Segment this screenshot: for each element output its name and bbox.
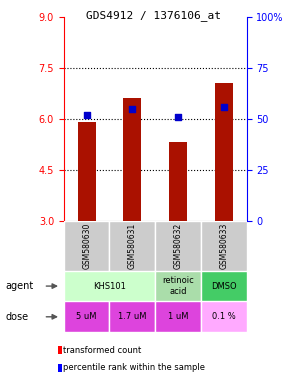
Bar	[110, 221, 155, 271]
Text: 1 uM: 1 uM	[168, 312, 188, 321]
Text: percentile rank within the sample: percentile rank within the sample	[64, 363, 205, 372]
Point	[221, 104, 226, 110]
Bar	[201, 271, 246, 301]
Bar	[64, 301, 110, 332]
Bar	[215, 83, 233, 221]
Text: 0.1 %: 0.1 %	[212, 312, 235, 321]
Bar	[123, 98, 142, 221]
Bar	[64, 221, 110, 271]
Point	[130, 106, 135, 112]
Point	[176, 114, 180, 120]
Text: agent: agent	[6, 281, 34, 291]
Bar	[201, 301, 246, 332]
Text: DMSO: DMSO	[211, 281, 236, 291]
Bar	[77, 122, 96, 221]
Bar	[64, 271, 155, 301]
Text: KHS101: KHS101	[93, 281, 126, 291]
Bar	[169, 142, 187, 221]
Point	[84, 112, 89, 118]
Text: retinoic
acid: retinoic acid	[162, 276, 194, 296]
Text: GSM580631: GSM580631	[128, 223, 137, 269]
Bar	[155, 301, 201, 332]
Text: 1.7 uM: 1.7 uM	[118, 312, 146, 321]
Bar	[58, 364, 62, 372]
Bar	[155, 271, 201, 301]
Bar	[155, 221, 201, 271]
Text: 5 uM: 5 uM	[76, 312, 97, 321]
Text: GSM580633: GSM580633	[219, 223, 228, 269]
Text: GSM580632: GSM580632	[173, 223, 182, 269]
Text: GDS4912 / 1376106_at: GDS4912 / 1376106_at	[86, 10, 221, 20]
Bar	[201, 221, 246, 271]
Bar	[58, 346, 62, 354]
Text: transformed count: transformed count	[64, 346, 142, 355]
Text: GSM580630: GSM580630	[82, 223, 91, 269]
Bar	[110, 301, 155, 332]
Text: dose: dose	[6, 312, 29, 322]
